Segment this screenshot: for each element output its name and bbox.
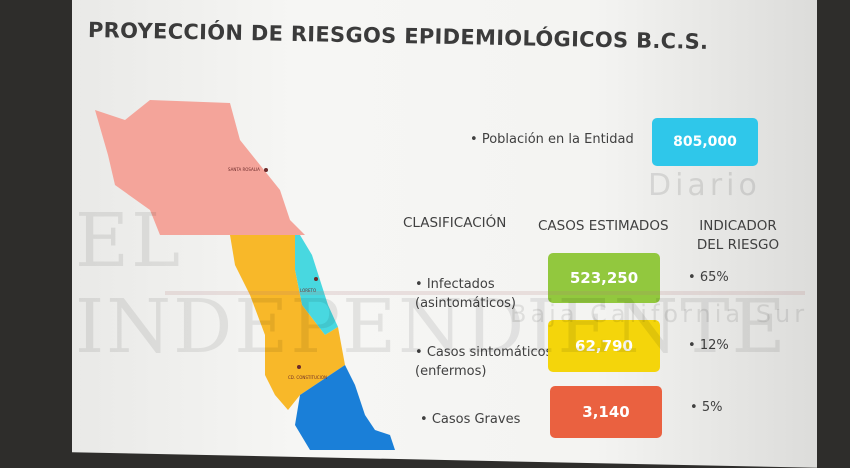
header-risk-indicator: INDICADOR DEL RIESGO (696, 218, 780, 253)
risk-value: 65% (699, 270, 729, 285)
infectados-risk: • 65% (688, 270, 729, 285)
row-infectados-label: • Infectados (asintomáticos) (415, 277, 516, 311)
bcs-map (95, 100, 395, 450)
city-label: SANTA ROSALIA (228, 167, 260, 172)
label-line1: Casos sintomáticos (426, 345, 553, 360)
region-la-paz (295, 365, 395, 450)
row-sintomaticos-label: • Casos sintomáticos (enfermos) (415, 345, 553, 379)
sintomaticos-value: 62,790 (548, 320, 660, 372)
risk-value: 12% (699, 338, 729, 353)
label-line2: (enfermos) (415, 364, 487, 379)
population-label: • Población en la Entidad (470, 132, 634, 147)
label-line1: Casos Graves (431, 412, 521, 427)
infectados-value: 523,250 (548, 253, 660, 303)
region-loreto (294, 235, 338, 335)
risk-value: 5% (701, 400, 723, 415)
graves-risk: • 5% (690, 400, 723, 415)
region-mulege (95, 100, 305, 235)
label-line2: (asintomáticos) (415, 296, 516, 311)
city-label: CD. CONSTITUCION (288, 375, 327, 380)
population-label-text: Población en la Entidad (481, 132, 634, 147)
header-classification: CLASIFICACIÓN (403, 215, 507, 231)
header-estimated-cases: CASOS ESTIMADOS (538, 218, 669, 234)
graves-value: 3,140 (550, 386, 662, 438)
region-comondu (230, 235, 345, 410)
population-value: 805,000 (652, 118, 758, 166)
sintomaticos-risk: • 12% (688, 338, 729, 353)
city-label: LORETO (300, 288, 317, 293)
row-graves-label: • Casos Graves (420, 412, 521, 427)
label-line1: Infectados (426, 277, 495, 292)
